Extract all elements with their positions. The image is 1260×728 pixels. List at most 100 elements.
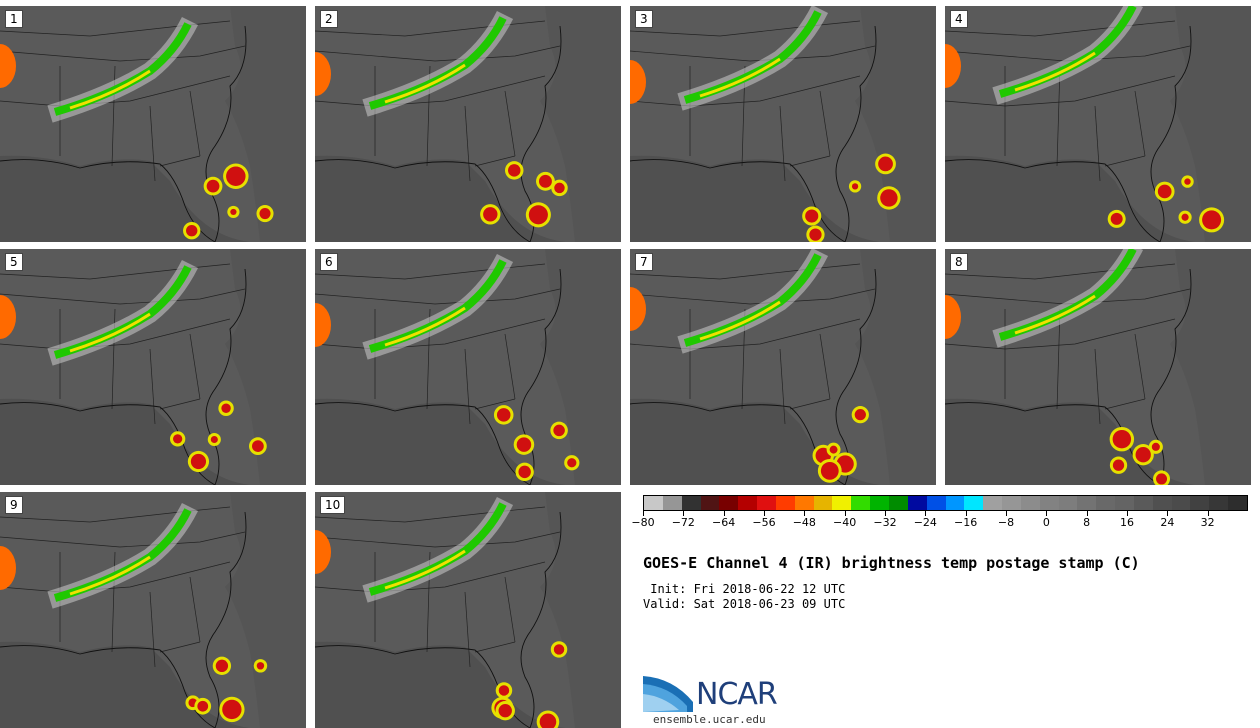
postage-stamp-panel: 9 <box>0 492 306 728</box>
cloud-shield <box>992 6 1144 105</box>
colorbar-tick <box>844 511 846 516</box>
colorbar-tick-label: 0 <box>1042 516 1050 529</box>
colorbar-swatch <box>644 496 663 510</box>
convective-core <box>384 63 466 104</box>
storm-cell-core <box>256 662 265 670</box>
state-border <box>630 20 861 37</box>
state-border <box>315 75 546 107</box>
panel-map <box>0 249 306 485</box>
colorbar-swatch <box>983 496 1003 510</box>
coastline <box>945 25 1192 242</box>
colorbar-tick <box>643 511 644 516</box>
postage-stamp-panel: 4 <box>945 6 1251 242</box>
atlantic-region <box>1170 6 1251 242</box>
colorbar-tick-label: 16 <box>1120 516 1134 529</box>
postage-stamp-panel: 2 <box>315 6 621 242</box>
gulf-region <box>315 398 565 485</box>
colorbar-tick <box>723 511 725 516</box>
state-border <box>189 90 201 157</box>
storm-cell-core <box>1156 473 1168 485</box>
state-border <box>149 591 156 668</box>
colorbar-tick-label: −32 <box>873 516 897 529</box>
state-border <box>1134 333 1146 400</box>
cloud-top-west <box>630 287 646 331</box>
state-border <box>1134 90 1146 157</box>
state-border <box>315 506 546 523</box>
storm-cell-core <box>820 461 839 480</box>
storm-cell-core <box>221 403 231 413</box>
colorbar-swatch <box>870 496 889 510</box>
storm-cell-core <box>483 207 498 222</box>
gulf-region <box>315 155 565 242</box>
state-border <box>630 75 861 107</box>
colorbar-tick-label: 24 <box>1160 516 1175 529</box>
panel-map <box>315 492 621 728</box>
colorbar-tick <box>1086 511 1088 516</box>
storm-cell-core <box>210 435 218 444</box>
panel-map <box>0 492 306 728</box>
state-border <box>819 333 831 400</box>
colorbar-swatch <box>1039 496 1059 510</box>
storm-cell-core <box>252 440 264 453</box>
state-border <box>315 561 546 593</box>
colorbar-swatch <box>926 496 946 510</box>
panel-number: 8 <box>950 253 968 271</box>
colorbar-tick-label: −56 <box>752 516 776 529</box>
colorbar-ticks: −80 −72 −64 −56 −48 −40 −32 −24 −16 −8 0 8 16 24 32 <box>631 511 1248 535</box>
storm-cell-core <box>1135 447 1151 463</box>
storm-cell-core <box>498 685 510 696</box>
cloud-top-west <box>315 530 331 574</box>
storm-cell-core <box>553 644 565 655</box>
state-border <box>789 155 831 167</box>
state-border <box>945 45 1191 62</box>
state-border <box>945 288 1191 305</box>
state-border <box>0 531 246 548</box>
postage-stamp-panel: 10 <box>315 492 621 728</box>
postage-stamp-panel: 5 <box>0 249 306 485</box>
storm-cell-core <box>1151 442 1160 451</box>
convective-core <box>384 549 466 590</box>
panel-number: 10 <box>320 496 346 514</box>
cloud-top-west <box>315 52 331 96</box>
state-border <box>0 20 231 37</box>
gulf-region <box>945 155 1195 242</box>
cloud-shield <box>362 253 514 360</box>
storm-cell-core <box>1112 459 1125 471</box>
colorbar-tick-label: −80 <box>631 516 655 529</box>
storm-cell-core <box>1181 213 1189 221</box>
colorbar-swatch <box>1077 496 1097 510</box>
atlantic-region <box>1170 249 1251 485</box>
state-border <box>1104 155 1146 167</box>
state-border <box>474 398 516 410</box>
state-border <box>779 348 786 425</box>
storm-cell-core <box>878 156 893 172</box>
panel-number: 9 <box>5 496 23 514</box>
state-border <box>464 591 471 668</box>
gulf-region <box>0 398 250 485</box>
colorbar-swatch <box>1002 496 1021 510</box>
state-border <box>189 576 201 643</box>
storm-cell-core <box>553 424 565 437</box>
state-border <box>630 45 876 62</box>
colorbar-swatch <box>757 496 776 510</box>
state-border <box>0 263 231 280</box>
colorbar-tick-label: −8 <box>997 516 1015 529</box>
panel-map <box>945 249 1251 485</box>
state-border <box>315 45 561 62</box>
cloud-top-west <box>0 44 16 88</box>
colorbar-tick <box>885 511 886 516</box>
colorbar-tick-label: 32 <box>1200 516 1215 529</box>
postage-stamp-panel: 1 <box>0 6 306 242</box>
cloud-top-west <box>0 546 16 590</box>
gulf-region <box>315 641 565 728</box>
colorbar-tick <box>1207 511 1209 516</box>
state-border <box>189 333 201 400</box>
colorbar <box>643 495 1248 511</box>
colorbar-tick <box>965 511 967 516</box>
cloud-shield <box>992 249 1144 348</box>
colorbar-swatch <box>1171 496 1191 510</box>
colorbar-swatch <box>851 496 871 510</box>
cloud-shield <box>362 496 514 603</box>
atlantic-region <box>225 6 306 242</box>
cloud-top-west <box>945 295 961 339</box>
